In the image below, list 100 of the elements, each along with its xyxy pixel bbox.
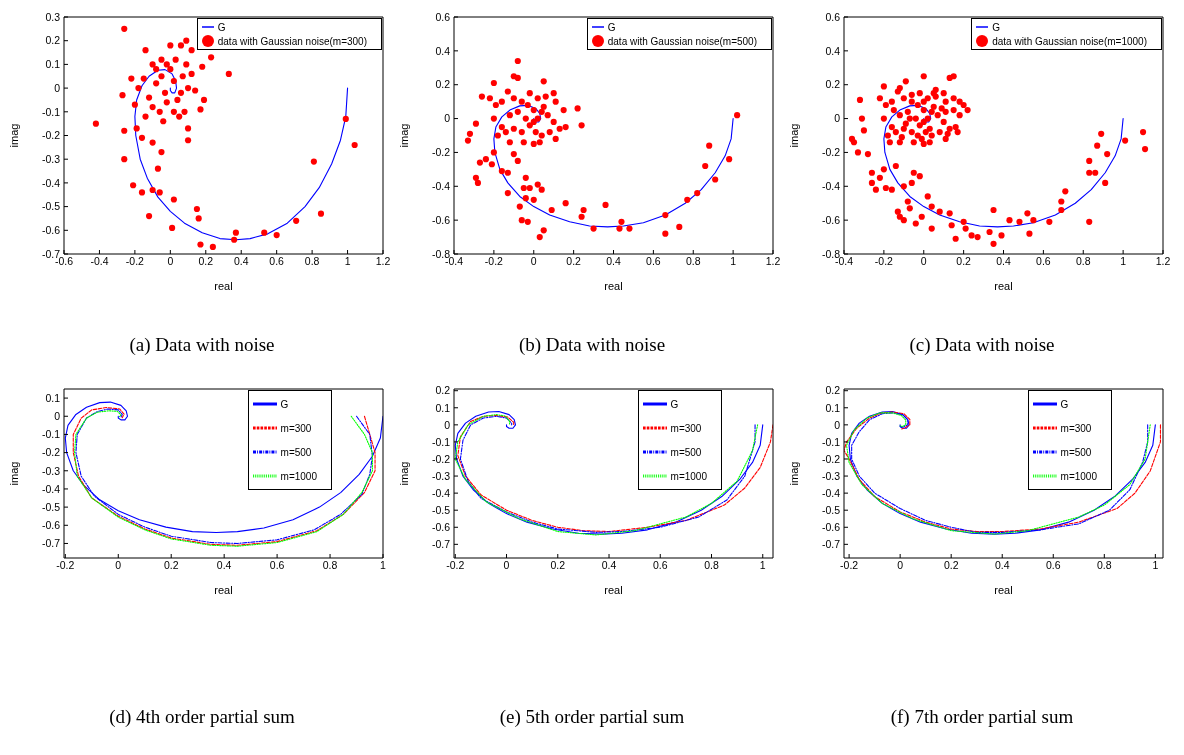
x-tick-label: 0.4	[233, 255, 249, 268]
y-axis-title: imag	[397, 461, 410, 486]
x-tick-label: 0.6	[269, 559, 285, 572]
y-tick-label: 0.6	[825, 10, 841, 23]
x-tick-label: 1	[344, 255, 351, 268]
x-tick-label: -0.2	[874, 255, 894, 268]
y-tick-label: -0.1	[41, 428, 61, 441]
y-tick-label: 0.2	[435, 384, 451, 397]
x-axis-title: real	[604, 584, 623, 596]
y-tick-label: 0	[54, 81, 61, 94]
y-tick-label: -0.7	[431, 538, 451, 551]
y-tick-label: -0.1	[431, 435, 451, 448]
y-tick-label: 0	[54, 409, 61, 422]
y-tick-label: -0.3	[41, 464, 61, 477]
x-tick-label: 0	[503, 559, 510, 572]
x-axis-title: real	[214, 280, 233, 292]
y-axis-title: imag	[7, 461, 20, 486]
y-tick-label: -0.6	[41, 224, 61, 237]
x-tick-label: -0.2	[125, 255, 145, 268]
x-tick-label: 0	[530, 255, 537, 268]
y-tick-label: -0.6	[431, 213, 451, 226]
x-tick-label: 0.8	[304, 255, 320, 268]
x-tick-label: 0.2	[198, 255, 214, 268]
legend-label: m=500	[280, 446, 312, 458]
legend-label: data with Gaussian noise(m=1000)	[992, 36, 1147, 47]
x-tick-label: 0.2	[943, 559, 959, 572]
legend-label: m=300	[670, 422, 702, 434]
y-tick-label: -0.4	[41, 176, 61, 189]
x-axis-title: real	[604, 280, 623, 292]
y-tick-label: -0.3	[431, 469, 451, 482]
y-tick-label: -0.4	[431, 486, 451, 499]
legend-label: data with Gaussian noise(m=500)	[607, 36, 757, 47]
y-tick-label: 0.4	[825, 44, 841, 57]
x-tick-label: 0.6	[652, 559, 668, 572]
x-axis-title: real	[214, 584, 233, 596]
x-tick-label: 0.2	[566, 255, 582, 268]
y-axis-title: imag	[787, 123, 800, 148]
x-tick-label: 0.8	[322, 559, 338, 572]
legend-label: G	[280, 398, 289, 410]
x-tick-label: 0.4	[606, 255, 621, 268]
x-tick-label: 1.2	[375, 255, 391, 268]
x-tick-label: 1	[380, 559, 387, 572]
legend-label: G	[670, 398, 679, 410]
y-tick-label: -0.1	[821, 435, 841, 448]
y-tick-label: -0.5	[431, 503, 451, 516]
text: (b) Data with noise	[517, 334, 667, 357]
y-axis-title: imag	[787, 461, 800, 486]
x-tick-label: 0.8	[704, 559, 719, 572]
x-tick-label: 0.8	[685, 255, 701, 268]
y-axis-title: imag	[7, 123, 20, 148]
legend-label: m=300	[280, 422, 312, 434]
x-tick-label: 0.6	[1036, 255, 1051, 268]
legend-label: G	[217, 22, 226, 33]
legend-label: G	[607, 22, 616, 33]
x-tick-label: -0.2	[484, 255, 504, 268]
y-tick-label: -0.7	[821, 538, 841, 551]
text: (a) Data with noise	[128, 334, 276, 357]
x-tick-label: 0	[115, 559, 122, 572]
y-tick-label: -0.3	[41, 152, 61, 165]
legend-label: m=1000	[670, 470, 707, 482]
y-tick-label: -0.4	[431, 180, 451, 193]
y-tick-label: 0.2	[825, 384, 841, 397]
legend-label: m=300	[1060, 422, 1092, 434]
x-axis-title: real	[994, 584, 1013, 596]
x-axis-title: real	[994, 280, 1013, 292]
y-tick-label: -0.1	[41, 105, 61, 118]
x-tick-label: 0.4	[216, 559, 232, 572]
y-tick-label: -0.6	[41, 519, 61, 532]
y-axis-title: imag	[397, 123, 410, 148]
x-tick-label: 0.6	[269, 255, 285, 268]
legend-label: m=500	[1060, 446, 1092, 458]
y-tick-label: -0.2	[431, 452, 451, 465]
x-tick-label: 0	[167, 255, 174, 268]
y-tick-label: 0	[834, 112, 841, 125]
text: (e) 5th order partial sum	[498, 706, 686, 729]
y-tick-label: 0.3	[45, 10, 61, 23]
x-tick-label: 1	[730, 255, 737, 268]
y-tick-label: 0	[444, 418, 451, 431]
y-tick-label: -0.2	[431, 146, 451, 159]
y-tick-label: 0.1	[45, 391, 61, 404]
x-tick-label: 0.4	[996, 255, 1011, 268]
x-tick-label: 0.4	[601, 559, 617, 572]
x-tick-label: 0.8	[1097, 559, 1112, 572]
y-tick-label: 0.2	[435, 78, 451, 91]
y-tick-label: 0.1	[825, 401, 841, 414]
legend-label: m=1000	[1060, 470, 1097, 482]
x-tick-label: 1	[1120, 255, 1127, 268]
y-tick-label: -0.2	[41, 129, 61, 142]
y-tick-label: -0.7	[41, 537, 61, 550]
x-tick-label: 0.2	[163, 559, 179, 572]
x-tick-label: 0.2	[956, 255, 972, 268]
y-tick-label: 0.2	[45, 34, 61, 47]
y-tick-label: -0.5	[821, 503, 841, 516]
y-tick-label: -0.3	[821, 469, 841, 482]
x-tick-label: 0	[920, 255, 927, 268]
y-tick-label: -0.4	[41, 482, 61, 495]
y-tick-label: -0.2	[41, 446, 61, 459]
legend-label: G	[1060, 398, 1069, 410]
y-tick-label: -0.6	[821, 213, 841, 226]
x-tick-label: 0.6	[1045, 559, 1061, 572]
